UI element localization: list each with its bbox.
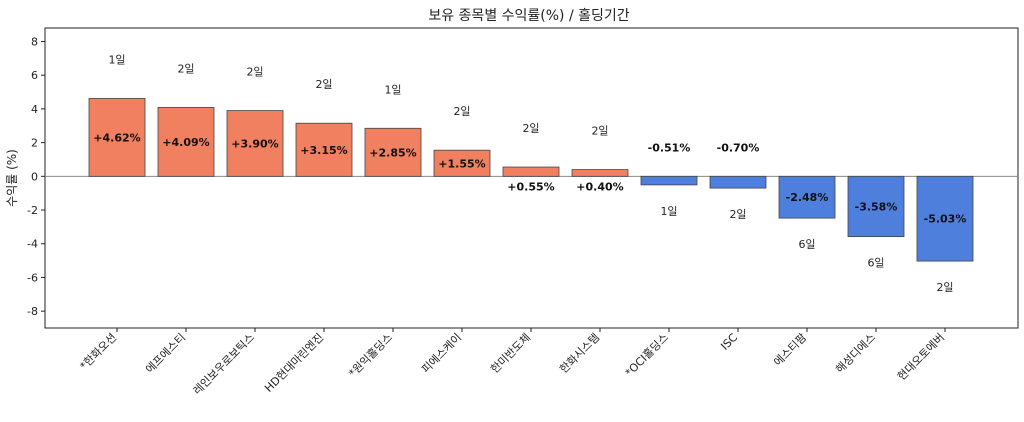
x-tick-label: 레인보우로보틱스 <box>191 331 257 397</box>
y-tick-label: -6 <box>27 271 38 284</box>
x-tick-label: *한화오션 <box>77 331 119 373</box>
bar-value-label: +4.09% <box>162 136 209 149</box>
bar <box>88 98 146 177</box>
y-tick-label: -8 <box>27 305 38 318</box>
bar <box>778 175 836 219</box>
holding-period-label: 6일 <box>867 256 884 270</box>
bar-value-label: +0.55% <box>507 180 554 193</box>
bar <box>916 175 974 262</box>
bar <box>295 122 353 177</box>
y-axis-label: 수익률 (%) <box>5 149 19 207</box>
y-tick-label: -2 <box>27 204 38 217</box>
bar-value-label: -0.51% <box>648 141 691 154</box>
bar <box>640 175 698 186</box>
x-tick-label: 에스티팜 <box>771 331 809 369</box>
holding-period-label: 2일 <box>453 104 470 118</box>
y-tick-label: 0 <box>31 170 38 183</box>
y-tick-label: 2 <box>31 137 38 150</box>
x-tick-label: ISC <box>718 331 740 353</box>
x-tick-label: 해성디에스 <box>832 330 878 376</box>
holding-period-label: 2일 <box>729 207 746 221</box>
y-tick-label: -4 <box>27 238 38 251</box>
x-tick-label: 한미반도체 <box>488 331 533 376</box>
bar-value-label: +3.90% <box>231 137 278 150</box>
y-tick-label: 8 <box>31 35 38 48</box>
bar <box>157 106 215 177</box>
x-tick-label: *원익홀딩스 <box>346 331 395 380</box>
bar-value-label: +3.15% <box>300 144 347 157</box>
bar-value-label: +2.85% <box>369 146 416 159</box>
bar-value-label: +1.55% <box>438 157 485 170</box>
holding-period-label: 2일 <box>315 77 332 91</box>
bar <box>364 127 422 177</box>
holding-period-label: 1일 <box>384 82 401 96</box>
holding-period-label: 2일 <box>177 61 194 75</box>
x-tick-label: 현대오토에버 <box>895 331 947 383</box>
chart-title: 보유 종목별 수익률(%) / 홀딩기간 <box>428 8 629 24</box>
x-tick-label: 한화시스템 <box>557 331 602 376</box>
bar <box>226 110 284 177</box>
y-tick-label: 6 <box>31 69 38 82</box>
bar-value-label: -5.03% <box>924 213 967 226</box>
bar <box>571 169 629 177</box>
bar-value-label: -2.48% <box>786 191 829 204</box>
bar <box>433 149 491 177</box>
bar-value-label: +4.62% <box>93 131 140 144</box>
y-tick-label: 4 <box>31 103 38 116</box>
holding-period-label: 2일 <box>246 65 263 79</box>
holding-period-label: 1일 <box>108 52 125 66</box>
bar-value-label: -3.58% <box>855 200 898 213</box>
holding-period-label: 2일 <box>522 121 539 135</box>
bar-value-label: +0.40% <box>576 180 623 193</box>
holding-period-label: 2일 <box>591 124 608 138</box>
x-tick-label: 에프에스티 <box>143 331 188 376</box>
x-tick-label: 피에스케이 <box>419 331 464 376</box>
holding-period-label: 1일 <box>660 204 677 218</box>
holding-period-label: 2일 <box>936 280 953 294</box>
bar-value-label: -0.70% <box>717 141 760 154</box>
bar <box>847 175 905 238</box>
holding-period-label: 6일 <box>798 237 815 251</box>
x-tick-label: *OCI홀딩스 <box>623 331 671 379</box>
bar <box>502 166 560 177</box>
bar <box>709 175 767 189</box>
x-tick-label: HD현대마린엔진 <box>262 331 326 395</box>
